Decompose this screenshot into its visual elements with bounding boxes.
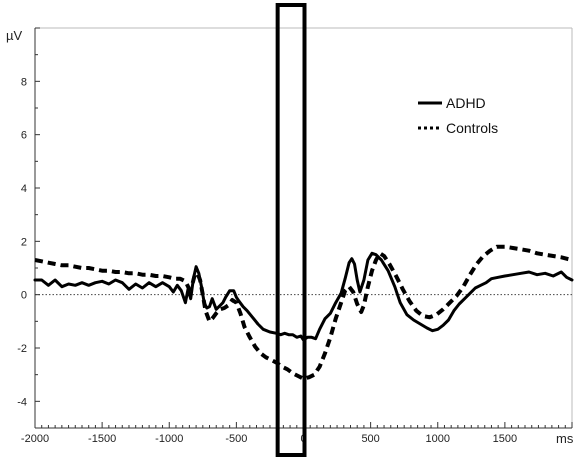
x-tick-label: -1500 [88,433,116,445]
x-tick-label: -500 [225,433,247,445]
x-tick-label: -1000 [155,433,183,445]
y-axis: 8 6 4 2 0 -2 -4 µV [6,27,40,429]
y-tick-label: -4 [17,396,27,408]
x-tick-label: -2000 [21,433,49,445]
x-unit-label: ms [556,431,574,446]
legend-label-controls: Controls [446,120,498,136]
highlight-box [275,3,307,457]
y-tick-label: 4 [21,183,27,195]
highlight-window [275,3,307,457]
legend: ADHD Controls [418,95,498,136]
series-line-adhd [33,251,574,342]
x-tick-label: 500 [361,433,379,445]
series-line-controls [34,244,573,381]
y-tick-label: 8 [21,76,27,88]
y-tick-label: 6 [21,130,27,142]
y-tick-label: 2 [21,236,27,248]
y-tick-label: -2 [17,343,27,355]
series-layer [33,244,574,381]
x-tick-label: 1000 [426,433,450,445]
y-tick-label: 0 [21,290,27,302]
y-unit-label: µV [6,28,22,43]
legend-label-adhd: ADHD [446,95,486,111]
x-tick-label: 1500 [493,433,517,445]
